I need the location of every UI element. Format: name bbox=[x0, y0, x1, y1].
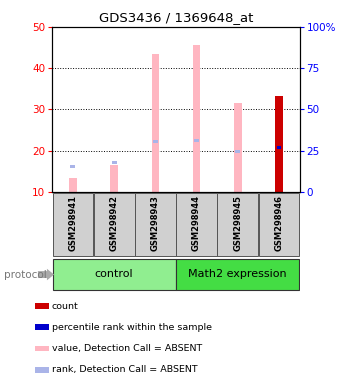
Bar bbox=[275, 96, 283, 192]
Bar bbox=[176, 259, 299, 290]
Bar bbox=[153, 141, 158, 143]
Bar bbox=[193, 45, 200, 192]
Text: Math2 expression: Math2 expression bbox=[188, 269, 287, 279]
Bar bbox=[135, 193, 176, 256]
Title: GDS3436 / 1369648_at: GDS3436 / 1369648_at bbox=[99, 11, 253, 24]
Bar bbox=[35, 367, 49, 372]
Bar bbox=[94, 193, 135, 256]
Bar bbox=[53, 193, 93, 256]
Text: GSM298942: GSM298942 bbox=[110, 195, 119, 252]
Bar bbox=[35, 324, 49, 330]
Text: GSM298945: GSM298945 bbox=[233, 195, 242, 252]
Bar bbox=[176, 193, 217, 256]
Text: control: control bbox=[95, 269, 134, 279]
Bar bbox=[70, 165, 75, 168]
Text: percentile rank within the sample: percentile rank within the sample bbox=[52, 323, 212, 332]
Bar bbox=[235, 150, 240, 153]
Text: GSM298943: GSM298943 bbox=[151, 195, 160, 251]
Bar bbox=[277, 146, 282, 149]
Bar bbox=[217, 193, 258, 256]
Text: value, Detection Call = ABSENT: value, Detection Call = ABSENT bbox=[52, 344, 202, 353]
Bar bbox=[258, 193, 299, 256]
Text: GSM298946: GSM298946 bbox=[274, 195, 283, 252]
Bar bbox=[112, 161, 117, 164]
Bar bbox=[110, 165, 118, 192]
Bar bbox=[152, 54, 159, 192]
Text: count: count bbox=[52, 302, 78, 311]
Bar bbox=[53, 259, 176, 290]
Text: GSM298941: GSM298941 bbox=[69, 195, 78, 252]
Text: protocol: protocol bbox=[4, 270, 46, 280]
Bar bbox=[35, 346, 49, 351]
Text: rank, Detection Call = ABSENT: rank, Detection Call = ABSENT bbox=[52, 365, 197, 374]
Bar bbox=[69, 177, 77, 192]
Bar bbox=[194, 139, 199, 142]
Bar bbox=[35, 303, 49, 309]
Bar bbox=[234, 103, 242, 192]
Text: GSM298944: GSM298944 bbox=[192, 195, 201, 252]
